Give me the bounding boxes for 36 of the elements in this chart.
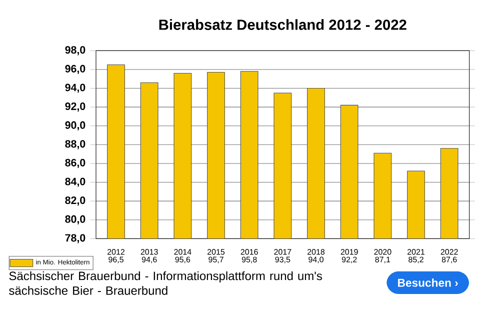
data-label: 95,7 <box>208 256 224 264</box>
text: Sächsischer Brauerbund - Informationsplattform rund um's sächsische Bier - Brauerbund <box>9 271 322 295</box>
text: Besuchen › <box>398 278 458 287</box>
x-tick-label: 2022 <box>440 249 458 255</box>
x-tick-label: 2013 <box>140 249 158 255</box>
x-tick-label: 2019 <box>340 249 358 255</box>
chart-title: Bierabsatz Deutschland 2012 - 2022 <box>159 19 406 30</box>
data-label: 92,2 <box>342 256 357 264</box>
x-tick-label: 2018 <box>307 249 325 255</box>
data-label: 94,0 <box>308 256 324 264</box>
y-tick-label: 88,0 <box>65 140 86 150</box>
x-tick-label: 2012 <box>108 249 125 255</box>
x-tick-label: 2016 <box>240 249 258 255</box>
y-tick-label: 92,0 <box>65 102 86 112</box>
y-tick-label: 78,0 <box>65 234 86 244</box>
x-tick-label: 2021 <box>407 249 424 255</box>
data-label: 87,6 <box>442 256 457 264</box>
x-tick-label: 2014 <box>174 249 192 255</box>
x-tick-label: 2020 <box>374 249 392 255</box>
data-label: 95,6 <box>175 256 190 264</box>
y-tick-label: 98,0 <box>65 46 86 56</box>
y-tick-label: 90,0 <box>65 121 86 130</box>
x-tick-label: 2017 <box>274 249 292 255</box>
data-label: 96,5 <box>108 256 124 264</box>
data-label: 93,5 <box>275 256 290 264</box>
data-label: 95,8 <box>242 256 257 264</box>
data-label: 85,2 <box>408 256 424 264</box>
y-tick-label: 80,0 <box>65 215 86 224</box>
y-tick-label: 96,0 <box>65 64 86 74</box>
y-tick-label: 84,0 <box>65 178 86 187</box>
data-label: 94,6 <box>142 256 157 264</box>
y-tick-label: 86,0 <box>65 158 86 168</box>
data-label: 87,1 <box>375 256 390 264</box>
y-tick-label: 94,0 <box>65 84 86 93</box>
y-tick-label: 82,0 <box>65 196 86 206</box>
x-tick-label: 2015 <box>208 249 225 255</box>
